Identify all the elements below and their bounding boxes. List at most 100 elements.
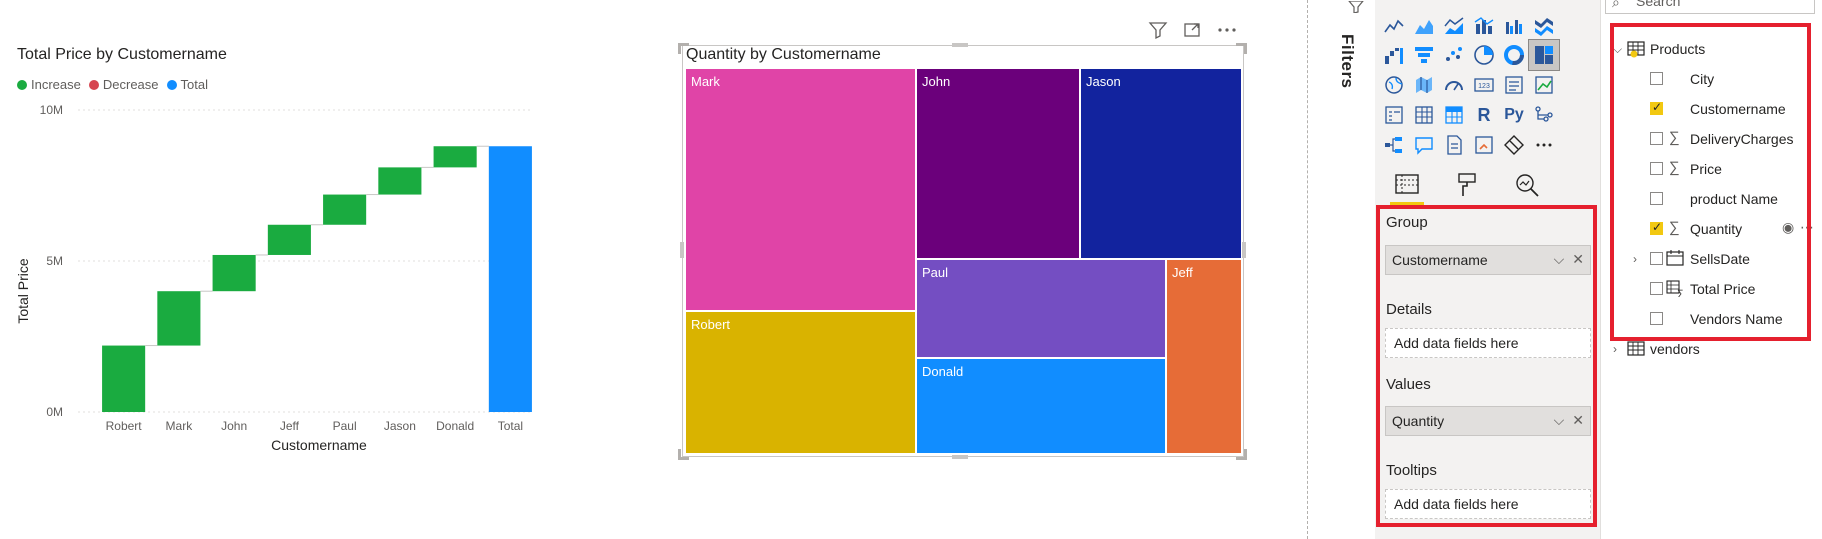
treemap-tile-paul[interactable]: Paul xyxy=(916,259,1166,358)
field-price[interactable]: Price xyxy=(1690,161,1722,177)
build-visual-icon[interactable] xyxy=(1390,168,1424,202)
table-icon[interactable] xyxy=(1409,100,1439,130)
filters-pane-collapsed[interactable] xyxy=(1335,0,1376,539)
field-city[interactable]: City xyxy=(1690,71,1715,87)
matrix-icon[interactable] xyxy=(1439,100,1469,130)
waterfall-chart[interactable]: 10M 5M 0M Robert Mark John Jeff Paul Jason Donald… xyxy=(0,0,560,470)
table-products[interactable]: Products xyxy=(1650,41,1706,57)
pie-icon[interactable] xyxy=(1469,40,1499,70)
table-vendors[interactable]: vendors xyxy=(1650,341,1700,357)
chevron-right-icon[interactable]: › xyxy=(1633,252,1637,266)
treemap-tile-donald[interactable]: Donald xyxy=(916,358,1166,454)
stacked-column-icon[interactable] xyxy=(1409,0,1439,10)
line-clustered-column-icon[interactable] xyxy=(1499,10,1529,40)
field-checkbox-customername[interactable] xyxy=(1650,100,1663,115)
gauge-icon[interactable]: 123 xyxy=(1469,70,1499,100)
resize-handle-left[interactable] xyxy=(680,242,684,258)
python-visual-icon[interactable]: Py xyxy=(1499,100,1529,130)
field-customername[interactable]: Customername xyxy=(1690,101,1786,117)
line-column-icon[interactable] xyxy=(1469,10,1499,40)
canvas-edge-divider xyxy=(1307,0,1308,539)
azure-map-icon[interactable] xyxy=(1439,70,1469,100)
line-chart-icon[interactable] xyxy=(1559,0,1589,10)
field-quantity[interactable]: Quantity xyxy=(1690,221,1743,237)
legend-item-increase[interactable]: Increase xyxy=(17,77,81,92)
funnel-icon[interactable] xyxy=(1409,40,1439,70)
resize-handle-corner-br[interactable] xyxy=(1236,449,1247,460)
chevron-down-icon[interactable]: ⌵ xyxy=(1613,42,1623,56)
field-deliverycharges[interactable]: DeliveryCharges xyxy=(1690,131,1794,147)
treemap-tile-jason[interactable]: Jason xyxy=(1080,68,1242,259)
power-apps-icon[interactable] xyxy=(1499,130,1529,160)
field-product-name[interactable]: product Name xyxy=(1690,191,1778,207)
smart-narrative-icon[interactable] xyxy=(1439,130,1469,160)
tooltips-well-dropzone[interactable]: Add data fields here xyxy=(1385,489,1591,519)
paginated-report-icon[interactable] xyxy=(1469,130,1499,160)
clustered-column-icon[interactable] xyxy=(1469,0,1499,10)
key-influencers-icon[interactable] xyxy=(1529,100,1559,130)
stacked-bar-icon[interactable] xyxy=(1379,0,1409,10)
more-options-icon[interactable] xyxy=(1216,20,1238,45)
treemap-tile-john[interactable]: John xyxy=(916,68,1080,259)
area-chart-icon[interactable] xyxy=(1409,10,1439,40)
filter-icon[interactable] xyxy=(1148,20,1168,45)
field-checkbox-vendors-name[interactable] xyxy=(1650,312,1663,325)
group-well-field[interactable]: Customername ⌵ ✕ xyxy=(1385,245,1591,275)
r-visual-icon[interactable]: R xyxy=(1469,100,1499,130)
chevron-right-icon[interactable]: › xyxy=(1613,342,1617,356)
100pct-bar-icon[interactable] xyxy=(1499,0,1529,10)
line-chart-icon[interactable] xyxy=(1379,10,1409,40)
field-checkbox-city[interactable] xyxy=(1650,72,1663,85)
slicer-icon[interactable] xyxy=(1379,100,1409,130)
analytics-icon[interactable] xyxy=(1510,168,1544,202)
resize-handle-corner-tl[interactable] xyxy=(678,43,689,54)
resize-handle-corner-tr[interactable] xyxy=(1236,43,1247,54)
scatter-icon[interactable] xyxy=(1439,40,1469,70)
field-total-price[interactable]: Total Price xyxy=(1690,281,1756,297)
filter-pane-icon[interactable] xyxy=(1347,0,1365,18)
legend-item-total[interactable]: Total xyxy=(166,77,208,92)
resize-handle-corner-bl[interactable] xyxy=(678,449,689,460)
field-checkbox-price[interactable] xyxy=(1650,162,1663,175)
resize-handle-bottom[interactable] xyxy=(952,455,968,459)
treemap-icon[interactable] xyxy=(1528,39,1560,71)
field-checkbox-sellsdate[interactable] xyxy=(1650,252,1663,265)
format-visual-icon[interactable] xyxy=(1450,168,1484,202)
treemap-tile-robert[interactable]: Robert xyxy=(685,311,916,454)
resize-handle-right[interactable] xyxy=(1242,242,1246,258)
chevron-down-icon[interactable]: ⌵ xyxy=(1553,412,1565,428)
eye-icon[interactable]: ◉ xyxy=(1782,219,1795,235)
treemap-tile-mark[interactable]: Mark xyxy=(685,68,916,311)
ribbon-chart-icon[interactable] xyxy=(1529,10,1559,40)
treemap-tile-jeff[interactable]: Jeff xyxy=(1166,259,1242,454)
fields-search-input[interactable]: Search xyxy=(1605,0,1815,14)
measure-icon: ∑ xyxy=(1666,279,1684,300)
clustered-bar-icon[interactable] xyxy=(1439,0,1469,10)
multi-row-card-icon[interactable] xyxy=(1499,70,1529,100)
decomposition-tree-icon[interactable] xyxy=(1379,130,1409,160)
map-icon[interactable] xyxy=(1379,70,1409,100)
donut-icon[interactable] xyxy=(1499,40,1529,70)
close-icon[interactable]: ✕ xyxy=(1572,412,1584,428)
field-checkbox-total-price[interactable] xyxy=(1650,282,1663,295)
legend-item-decrease[interactable]: Decrease xyxy=(88,77,159,92)
resize-handle-top[interactable] xyxy=(952,43,968,47)
100pct-column-icon[interactable] xyxy=(1529,0,1559,10)
filled-map-icon[interactable] xyxy=(1409,70,1439,100)
stacked-area-icon[interactable] xyxy=(1439,10,1469,40)
values-well-field[interactable]: Quantity ⌵ ✕ xyxy=(1385,406,1591,436)
field-vendors-name[interactable]: Vendors Name xyxy=(1690,311,1783,327)
focus-mode-icon[interactable] xyxy=(1182,20,1202,45)
field-sellsdate[interactable]: SellsDate xyxy=(1690,251,1750,267)
details-well-dropzone[interactable]: Add data fields here xyxy=(1385,328,1591,358)
field-checkbox-product-name[interactable] xyxy=(1650,192,1663,205)
more-visuals-icon[interactable] xyxy=(1529,130,1559,160)
close-icon[interactable]: ✕ xyxy=(1572,251,1584,267)
kpi-icon[interactable] xyxy=(1529,70,1559,100)
chevron-down-icon[interactable]: ⌵ xyxy=(1553,251,1565,267)
field-checkbox-deliverycharges[interactable] xyxy=(1650,132,1663,145)
qna-icon[interactable] xyxy=(1409,130,1439,160)
filters-pane-label[interactable]: Filters xyxy=(1338,34,1357,89)
waterfall-icon[interactable] xyxy=(1379,40,1409,70)
field-checkbox-quantity[interactable] xyxy=(1650,220,1663,235)
